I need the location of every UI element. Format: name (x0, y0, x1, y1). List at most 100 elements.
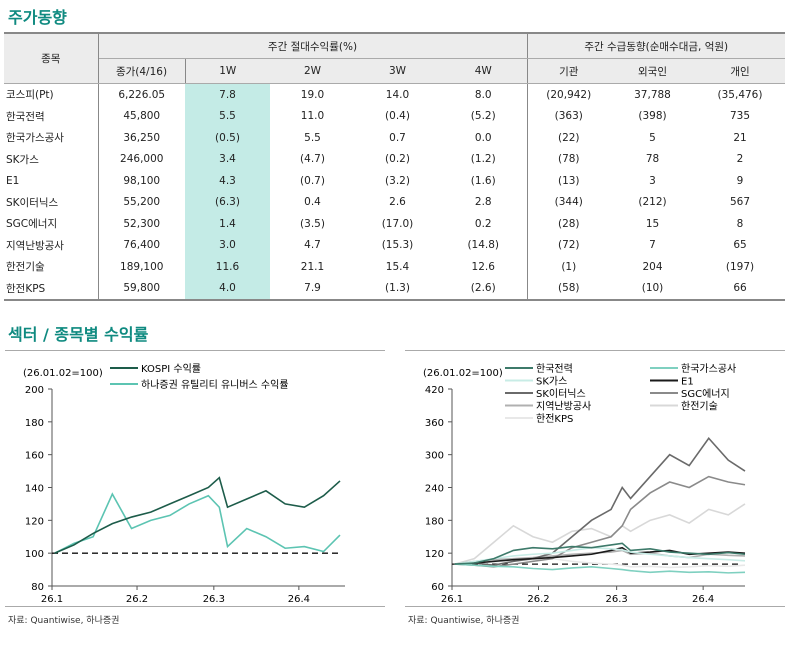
right-chart-frame: 60 120 180 240 300 360 420 26.1 26.2 26.3 26.4 (26.… (405, 350, 785, 607)
left-chart-frame: 80 100 120 140 160 180 200 26.1 26.2 26.3 26.4 (26.… (5, 350, 385, 607)
cell: 36,250 (123, 131, 161, 144)
x-tick-label: 26.4 (288, 594, 310, 605)
table-row: 한전KPS 59,800 4.0 7.9 (1.3) (2.6) (58) (10) 66 (4, 277, 785, 301)
cell: (10) (610, 277, 695, 301)
cell: (35,476) (717, 88, 763, 101)
cell: 204 (642, 260, 663, 273)
cell: (15.3) (381, 239, 414, 252)
cell: (0.4) (385, 110, 410, 123)
cell: 7 (649, 239, 656, 252)
y-tick-label: 180 (425, 516, 444, 527)
cell: (1.6) (440, 170, 528, 192)
series-line-5 (454, 475, 746, 568)
cell: (28) (557, 217, 580, 230)
table-row: 지역난방공사 76,400 3.0 4.7 (15.3) (14.8) (72) 7 65 (4, 234, 785, 256)
cell: 15 (645, 217, 660, 230)
cell: 59,800 (98, 277, 185, 301)
x-tick-label: 26.3 (203, 594, 225, 605)
legend-label: 지역난방공사 (536, 401, 591, 413)
series-line-8 (454, 557, 746, 569)
cell: 189,100 (120, 260, 164, 273)
cell: 246,000 (120, 153, 164, 166)
series-line-6 (454, 549, 746, 565)
col-header: 외국인 (610, 58, 695, 84)
legend-label: SK가스 (536, 376, 567, 388)
y-tick-label: 140 (25, 484, 44, 495)
cell: 9 (736, 174, 744, 187)
y-tick-label: 200 (25, 385, 44, 396)
utility-vs-kospi-chart: 80 100 120 140 160 180 200 26.1 26.2 26.3 26.4 (26.… (23, 363, 345, 605)
cell: (78) (557, 153, 580, 166)
cell: 52,300 (123, 217, 161, 230)
legend-label: KOSPI 수익률 (141, 363, 201, 375)
cell: 4.0 (185, 277, 270, 301)
col-header: 종가(4/16) (98, 58, 186, 84)
col-header: 3W (355, 58, 440, 84)
stock-name: 한전KPS (4, 277, 99, 301)
cell: 8.0 (440, 83, 528, 106)
cell: 65 (733, 239, 747, 252)
table-row: E1 98,100 4.3 (0.7) (3.2) (1.6) (13) 3 9 (4, 170, 785, 192)
x-tick-label: 26.2 (126, 594, 148, 605)
cell: (13) (557, 174, 580, 187)
x-tick-label: 26.1 (441, 594, 463, 605)
series-line-1 (54, 492, 341, 554)
cell: (398) (638, 110, 667, 123)
y-tick-label: 160 (25, 451, 44, 462)
cell: (3.2) (385, 174, 410, 187)
header-returns: 주간 절대수익률(%) (98, 32, 528, 59)
cell: 0.4 (304, 196, 321, 209)
cell: (22) (557, 131, 580, 144)
cell: (0.5) (185, 127, 270, 149)
cell: (1) (561, 260, 577, 273)
cell: 4.3 (185, 170, 270, 192)
col-header: 1W (185, 58, 270, 84)
source-right: 자료: Quantiwise, 하나증권 (408, 616, 520, 626)
table-row: SK가스 246,000 3.4 (4.7) (0.2) (1.2) (78) 78 2 (4, 148, 785, 170)
cell: (0.7) (300, 174, 325, 187)
y-tick-label: 80 (31, 582, 44, 593)
cell: (363) (554, 110, 583, 123)
table-row: SGC에너지 52,300 1.4 (3.5) (17.0) 0.2 (28) 15 8 (4, 213, 785, 235)
cell: 2 (736, 153, 744, 166)
legend-label: SK이터닉스 (536, 388, 586, 400)
legend-label: E1 (681, 377, 694, 388)
col-header: 기관 (527, 58, 610, 84)
cell: 3.0 (185, 234, 270, 256)
stock-name: SK이터닉스 (4, 191, 99, 213)
cell: 12.6 (440, 256, 528, 278)
series-line-4 (454, 436, 746, 567)
stock-name: SK가스 (4, 148, 99, 170)
cell: (197) (725, 260, 755, 273)
cell: 4.7 (304, 239, 321, 252)
y-tick-label: 240 (425, 484, 444, 495)
section-title-stock-trend: 주가동향 (8, 8, 67, 27)
y-tick-label: 120 (25, 516, 44, 527)
stock-name: 한국전력 (4, 105, 99, 127)
cell: 15.4 (385, 260, 410, 273)
cell: 567 (729, 196, 751, 209)
col-header: 2W (270, 58, 355, 84)
cell: 55,200 (123, 196, 161, 209)
cell: 5.5 (304, 131, 321, 144)
cell: (5.2) (440, 105, 528, 127)
cell: (20,942) (546, 88, 592, 101)
y-tick-label: 120 (425, 549, 444, 560)
cell: 21 (733, 131, 747, 144)
cell: (212) (638, 196, 667, 209)
header-stock: 종목 (4, 32, 99, 84)
cell: 0.2 (440, 213, 528, 235)
cell: (17.0) (381, 217, 414, 230)
section-title-sector-returns: 섹터 / 종목별 수익률 (8, 325, 149, 344)
y-tick-label: 100 (25, 549, 44, 560)
stock-name: 한전기술 (4, 256, 99, 278)
cell: (4.7) (300, 153, 325, 166)
cell: 7.8 (185, 83, 270, 106)
legend-label: 한국전력 (536, 363, 573, 375)
cell: 78 (645, 153, 660, 166)
x-tick-label: 26.4 (692, 594, 714, 605)
cell: 7.9 (270, 277, 355, 301)
y-tick-label: 300 (425, 451, 444, 462)
cell: 6,226.05 (118, 88, 166, 101)
x-tick-label: 26.2 (527, 594, 549, 605)
